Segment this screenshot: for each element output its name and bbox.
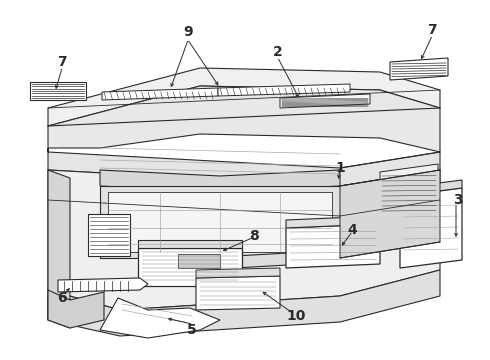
Text: 4: 4 [347,223,357,237]
Polygon shape [48,290,104,328]
Polygon shape [48,270,440,336]
Circle shape [298,242,318,262]
Text: 6: 6 [57,291,67,305]
Polygon shape [100,298,220,338]
Polygon shape [286,216,380,228]
Bar [178,254,220,268]
Circle shape [342,242,362,262]
Text: 7: 7 [427,23,437,37]
Polygon shape [196,268,280,278]
Circle shape [425,222,437,234]
Polygon shape [380,164,438,218]
Circle shape [169,269,179,279]
Polygon shape [48,148,440,186]
Polygon shape [58,278,148,292]
Circle shape [213,269,223,279]
Polygon shape [48,68,440,126]
Polygon shape [30,82,86,100]
Polygon shape [340,170,440,258]
Text: 1: 1 [335,161,345,175]
Circle shape [191,269,201,279]
Polygon shape [286,224,380,268]
Polygon shape [48,170,440,310]
Circle shape [147,269,157,279]
Polygon shape [102,88,218,100]
Polygon shape [218,84,350,96]
Polygon shape [400,188,462,268]
Text: 10: 10 [286,309,306,323]
Text: 2: 2 [273,45,283,59]
Text: 3: 3 [453,193,463,207]
Polygon shape [200,250,340,270]
Polygon shape [138,248,242,286]
Polygon shape [100,170,340,192]
Polygon shape [108,192,332,252]
Polygon shape [100,186,340,258]
Text: 7: 7 [57,55,67,69]
Polygon shape [88,214,130,256]
Polygon shape [48,86,440,152]
Text: 9: 9 [183,25,193,39]
Polygon shape [390,58,448,80]
Text: 8: 8 [249,229,259,243]
Polygon shape [196,276,280,310]
Polygon shape [48,170,70,328]
Polygon shape [280,94,370,108]
Polygon shape [400,180,462,196]
Polygon shape [138,240,242,248]
Text: 5: 5 [187,323,197,337]
